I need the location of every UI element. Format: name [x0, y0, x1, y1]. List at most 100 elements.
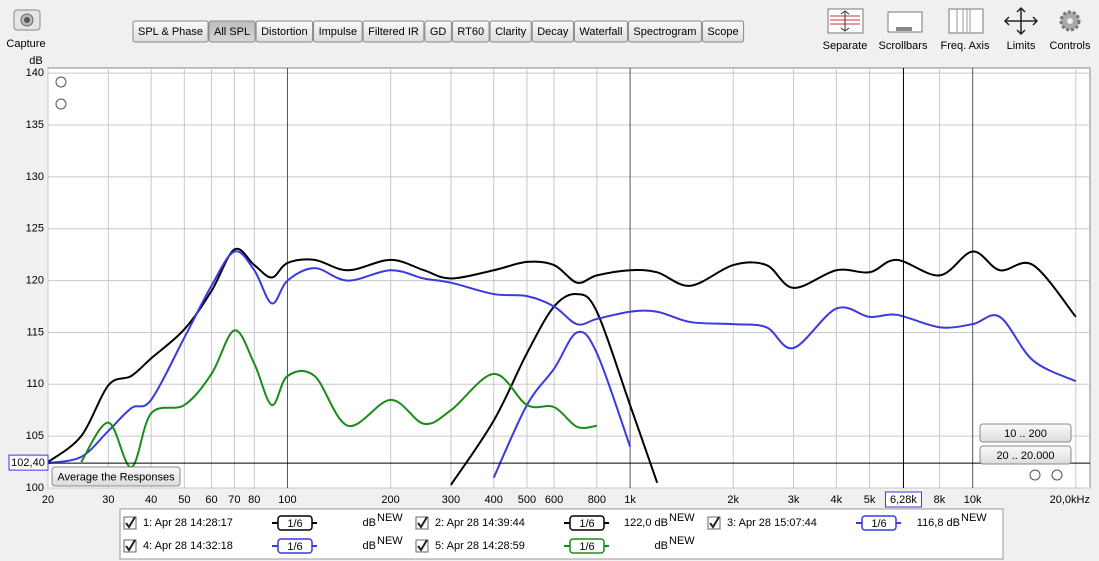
tab-face: [208, 20, 256, 43]
tab[interactable]: Decay: [531, 20, 574, 43]
button-label: 10 .. 200: [1004, 428, 1047, 440]
x-tick-label: 40: [145, 494, 157, 506]
tab-label: GD: [430, 26, 447, 38]
separate-icon-arrows: [840, 10, 850, 32]
legend-reading: dB: [655, 540, 668, 552]
legend-reading: dB: [363, 540, 376, 552]
tab-face: [531, 20, 574, 43]
tab-label: All SPL: [214, 26, 250, 38]
limits-icon[interactable]: [1003, 6, 1039, 36]
cursor-y-box: [8, 454, 49, 471]
tab-face: [627, 20, 702, 43]
y-tick-label: 100: [26, 482, 44, 494]
tab-label: Waterfall: [579, 26, 622, 38]
legend-checkmark: [125, 539, 136, 552]
trace: [48, 250, 1077, 465]
tab-label: SPL & Phase: [138, 26, 203, 38]
tab-face: [489, 20, 532, 43]
y-tick-label: 140: [26, 67, 44, 79]
legend-name: 3: Apr 28 15:07:44: [727, 517, 817, 529]
x-tick-label: 800: [588, 494, 606, 506]
tab-label: Distortion: [261, 26, 307, 38]
tab[interactable]: Spectrogram: [627, 20, 702, 43]
tab-face: [573, 20, 628, 43]
legend-checkmark: [417, 539, 428, 552]
tab[interactable]: SPL & Phase: [132, 20, 209, 43]
x-tick-label: 100: [278, 494, 296, 506]
tool-label: Separate: [823, 40, 868, 52]
button-label: Average the Responses: [57, 471, 175, 483]
tab[interactable]: Impulse: [313, 20, 363, 43]
tab-bar: SPL & Phase All SPL Distortion Impulse Filte…: [132, 20, 745, 43]
x-tick-label: 80: [248, 494, 260, 506]
tab[interactable]: Clarity: [489, 20, 532, 43]
button[interactable]: 20 .. 20.000: [979, 445, 1072, 465]
trace: [492, 330, 632, 479]
legend-checkmark: [709, 516, 720, 529]
button-face: [979, 423, 1072, 443]
zoom-in-y[interactable]: [55, 76, 67, 88]
trace: [80, 329, 598, 469]
legend-name: 1: Apr 28 14:28:17: [143, 517, 233, 529]
x-tick-label: 20: [42, 494, 54, 506]
x-tick-label: 500: [518, 494, 536, 506]
button[interactable]: Average the Responses: [51, 466, 181, 487]
legend-smoothing-box[interactable]: [569, 515, 605, 531]
zoom-in-x[interactable]: [1029, 469, 1041, 481]
legend-smoothing: 1/6: [287, 518, 302, 530]
y-tick-label: 105: [26, 430, 44, 442]
tab[interactable]: Distortion: [255, 20, 314, 43]
x-tick-label: 300: [442, 494, 460, 506]
tool-label: Controls: [1050, 40, 1091, 52]
legend-name: 5: Apr 28 14:28:59: [435, 540, 525, 552]
x-tick-label: 2k: [727, 494, 739, 506]
zoom-out-y[interactable]: [55, 98, 67, 110]
y-tick-label: 135: [26, 119, 44, 131]
trace: [450, 292, 659, 486]
legend-tag: NEW: [377, 535, 403, 547]
legend-smoothing-box[interactable]: [861, 515, 897, 531]
legend-reading: dB: [363, 517, 376, 529]
tool-label: Limits: [1007, 40, 1036, 52]
legend-smoothing-box[interactable]: [569, 538, 605, 554]
x-tick-label: 60: [205, 494, 217, 506]
tab[interactable]: All SPL: [208, 20, 256, 43]
freq-axis-icon[interactable]: [948, 8, 984, 34]
tab-label: Clarity: [495, 26, 527, 38]
y-tick-label: 120: [26, 274, 44, 286]
legend-reading: 122,0 dB: [624, 517, 668, 529]
tab-face: [451, 20, 490, 43]
x-tick-label: 10k: [964, 494, 982, 506]
legend-smoothing-box[interactable]: [277, 515, 313, 531]
tab-face: [313, 20, 363, 43]
tab[interactable]: GD: [424, 20, 452, 43]
zoom-out-x[interactable]: [1051, 469, 1063, 481]
tab-label: Filtered IR: [368, 26, 419, 38]
legend: 1: Apr 28 14:28:17 1/6 dB NEW 2: Apr 28 14:3…: [123, 512, 987, 554]
button[interactable]: 10 .. 200: [979, 423, 1072, 443]
tab[interactable]: RT60: [451, 20, 490, 43]
button-label: 20 .. 20.000: [996, 450, 1054, 462]
legend-tag: NEW: [377, 512, 403, 524]
x-tick-label: 8k: [934, 494, 946, 506]
x-tick-label: 1k: [624, 494, 636, 506]
legend-smoothing-box[interactable]: [277, 538, 313, 554]
legend-checkmark: [417, 516, 428, 529]
legend-tag: NEW: [961, 512, 987, 524]
legend-name: 2: Apr 28 14:39:44: [435, 517, 525, 529]
tab-face: [362, 20, 425, 43]
y-unit: dB: [29, 55, 42, 67]
tab[interactable]: Waterfall: [573, 20, 628, 43]
legend-name: 4: Apr 28 14:32:18: [143, 540, 233, 552]
y-tick-label: 125: [26, 223, 44, 235]
x-tick-label: 400: [485, 494, 503, 506]
tab[interactable]: Scope: [701, 20, 745, 43]
freq-axis-icon-lines: [956, 9, 971, 33]
grid: [47, 68, 1090, 489]
tab[interactable]: Filtered IR: [362, 20, 425, 43]
button-face: [51, 466, 181, 487]
legend-smoothing: 1/6: [871, 518, 886, 530]
capture-button[interactable]: Capture: [6, 9, 46, 50]
